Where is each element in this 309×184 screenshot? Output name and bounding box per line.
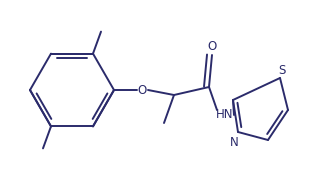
- Text: O: O: [138, 84, 147, 96]
- Text: HN: HN: [216, 109, 234, 121]
- Text: O: O: [207, 40, 217, 52]
- Text: N: N: [230, 135, 238, 148]
- Text: S: S: [278, 63, 286, 77]
